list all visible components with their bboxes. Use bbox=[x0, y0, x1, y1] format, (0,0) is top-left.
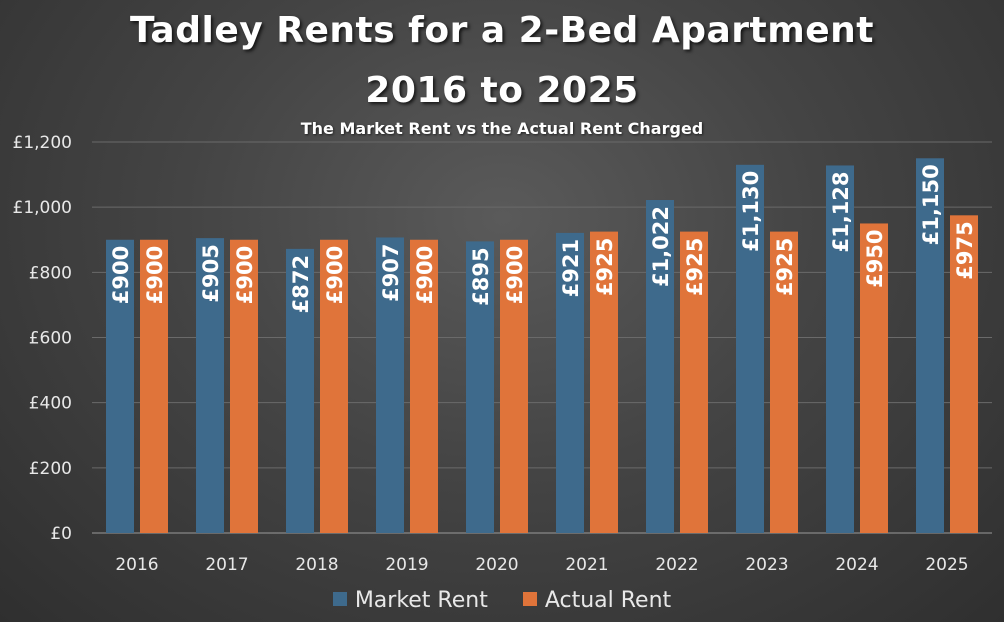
x-tick-label: 2025 bbox=[925, 555, 968, 575]
bar-actual-rent-2017 bbox=[230, 239, 258, 533]
bar-market-rent-2022 bbox=[646, 199, 674, 533]
data-label-market-rent-2016: £900 bbox=[109, 246, 133, 304]
y-tick-label: £800 bbox=[29, 263, 72, 283]
x-tick-label: 2020 bbox=[475, 555, 518, 575]
bar-actual-rent-2023 bbox=[770, 231, 798, 533]
chart-title-line-1: Tadley Rents for a 2-Bed Apartment bbox=[130, 10, 874, 51]
bar-market-rent-2018 bbox=[286, 248, 314, 533]
bar-market-rent-2016 bbox=[106, 239, 134, 533]
y-tick-label: £1,000 bbox=[13, 198, 72, 218]
legend-item-market-rent: Market Rent bbox=[332, 588, 488, 613]
bar-actual-rent-2021 bbox=[590, 231, 618, 533]
data-label-market-rent-2021: £921 bbox=[559, 239, 583, 297]
x-tick-label: 2016 bbox=[115, 555, 158, 575]
data-label-market-rent-2017: £905 bbox=[199, 244, 223, 302]
data-label-actual-rent-2020: £900 bbox=[503, 246, 527, 304]
data-label-market-rent-2018: £872 bbox=[289, 255, 313, 313]
y-tick-label: £1,200 bbox=[13, 133, 72, 153]
legend-swatch-market-rent bbox=[332, 592, 347, 606]
data-label-market-rent-2025: £1,150 bbox=[919, 164, 943, 245]
data-label-actual-rent-2021: £925 bbox=[593, 238, 617, 296]
data-label-market-rent-2024: £1,128 bbox=[829, 171, 853, 252]
bar-market-rent-2021 bbox=[556, 232, 584, 533]
data-label-actual-rent-2025: £975 bbox=[953, 221, 977, 279]
chart-legend: Market Rent Actual Rent bbox=[0, 588, 1004, 613]
y-tick-label: £0 bbox=[50, 524, 72, 544]
data-label-market-rent-2023: £1,130 bbox=[739, 171, 763, 252]
x-tick-label: 2017 bbox=[205, 555, 248, 575]
bar-market-rent-2020 bbox=[466, 241, 494, 534]
data-label-actual-rent-2022: £925 bbox=[683, 238, 707, 296]
legend-item-actual-rent: Actual Rent bbox=[522, 588, 672, 613]
legend-label-market-rent: Market Rent bbox=[354, 588, 488, 613]
bar-actual-rent-2016 bbox=[140, 239, 168, 533]
bar-actual-rent-2025 bbox=[950, 215, 978, 533]
x-tick-label: 2023 bbox=[745, 555, 788, 575]
x-tick-label: 2022 bbox=[655, 555, 698, 575]
x-tick-label: 2024 bbox=[835, 555, 878, 575]
data-label-market-rent-2022: £1,022 bbox=[649, 206, 673, 287]
bar-market-rent-2025 bbox=[916, 158, 944, 533]
bar-market-rent-2024 bbox=[826, 165, 854, 533]
x-tick-label: 2021 bbox=[565, 555, 608, 575]
chart-title-line-2: 2016 to 2025 bbox=[365, 70, 639, 111]
data-label-market-rent-2019: £907 bbox=[379, 243, 403, 301]
x-tick-label: 2018 bbox=[295, 555, 338, 575]
bar-actual-rent-2018 bbox=[320, 239, 348, 533]
bar-market-rent-2017 bbox=[196, 238, 224, 533]
bar-actual-rent-2022 bbox=[680, 231, 708, 533]
legend-label-actual-rent: Actual Rent bbox=[544, 588, 672, 613]
data-label-actual-rent-2024: £950 bbox=[863, 229, 887, 287]
bar-actual-rent-2024 bbox=[860, 223, 888, 534]
data-label-market-rent-2020: £895 bbox=[469, 247, 493, 305]
y-tick-label: £200 bbox=[29, 459, 72, 479]
legend-swatch-actual-rent bbox=[522, 592, 537, 606]
data-label-actual-rent-2023: £925 bbox=[773, 238, 797, 296]
data-label-actual-rent-2017: £900 bbox=[233, 246, 257, 304]
data-label-actual-rent-2016: £900 bbox=[143, 246, 167, 304]
x-tick-label: 2019 bbox=[385, 555, 428, 575]
data-label-actual-rent-2019: £900 bbox=[413, 246, 437, 304]
data-label-actual-rent-2018: £900 bbox=[323, 246, 347, 304]
y-tick-label: £400 bbox=[29, 394, 72, 414]
bar-market-rent-2023 bbox=[736, 164, 764, 533]
bar-actual-rent-2019 bbox=[410, 239, 438, 533]
chart-subtitle: The Market Rent vs the Actual Rent Charg… bbox=[300, 119, 704, 138]
bar-market-rent-2019 bbox=[376, 237, 404, 533]
y-tick-label: £600 bbox=[29, 329, 72, 349]
bar-actual-rent-2020 bbox=[500, 239, 528, 533]
